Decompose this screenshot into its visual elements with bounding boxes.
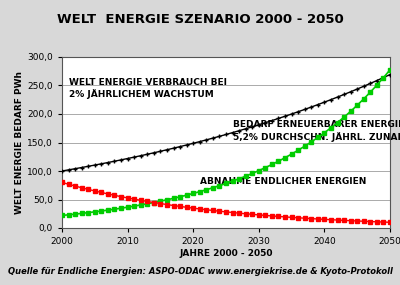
Text: WELT  ENERGIE SZENARIO 2000 - 2050: WELT ENERGIE SZENARIO 2000 - 2050	[57, 13, 343, 26]
Text: BEDARF ERNEUERBARER ENERGIEN
5,2% DURCHSCHN. JÄHRL. ZUNAHME: BEDARF ERNEUERBARER ENERGIEN 5,2% DURCHS…	[232, 120, 400, 142]
Y-axis label: WELT ENERGIE BEDARF PWh: WELT ENERGIE BEDARF PWh	[16, 71, 24, 214]
Text: WELT ENERGIE VERBRAUCH BEI
2% JÄHRLICHEM WACHSTUM: WELT ENERGIE VERBRAUCH BEI 2% JÄHRLICHEM…	[68, 78, 226, 99]
Text: Quelle für Endliche Energien: ASPO-ODAC www.energiekrise.de & Kyoto-Protokoll: Quelle für Endliche Energien: ASPO-ODAC …	[8, 267, 392, 276]
Text: ABNAHME ENDLICHER ENERGIEN: ABNAHME ENDLICHER ENERGIEN	[200, 177, 366, 186]
X-axis label: JAHRE 2000 - 2050: JAHRE 2000 - 2050	[179, 249, 273, 258]
